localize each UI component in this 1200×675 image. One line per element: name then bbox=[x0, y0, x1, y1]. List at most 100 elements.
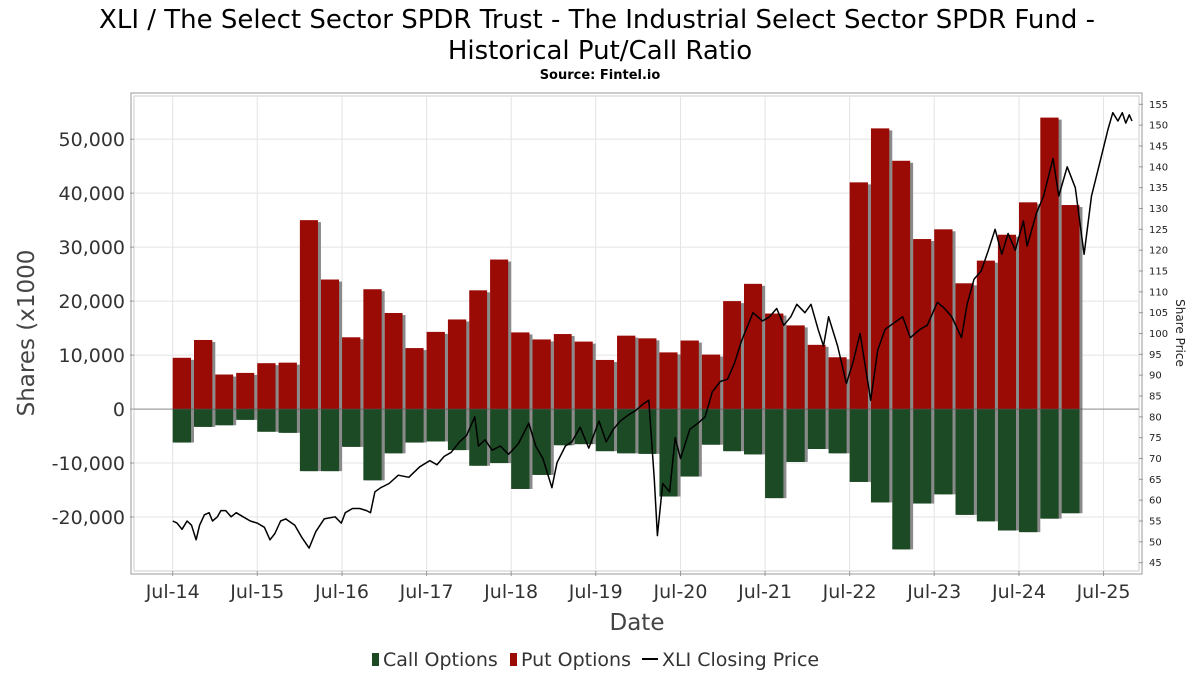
y2-tick-label: 130 bbox=[1149, 204, 1168, 215]
y2-tick-label: 150 bbox=[1149, 121, 1168, 132]
y-tick-label: -10,000 bbox=[52, 453, 125, 475]
y2-tick-label: 70 bbox=[1149, 454, 1162, 465]
put-bar bbox=[743, 283, 763, 410]
put-bar bbox=[765, 313, 784, 410]
y2-tick-label: 155 bbox=[1149, 100, 1168, 111]
call-bar bbox=[405, 409, 424, 443]
put-bar bbox=[807, 344, 826, 410]
y-tick-label: 40,000 bbox=[59, 183, 125, 205]
put-bar bbox=[638, 338, 657, 410]
put-bar bbox=[447, 319, 467, 410]
put-bar bbox=[236, 372, 255, 410]
call-bar bbox=[743, 409, 763, 455]
legend-price-label: XLI Closing Price bbox=[662, 649, 819, 671]
call-bar bbox=[870, 409, 890, 503]
call-bar bbox=[1018, 409, 1038, 533]
call-bar bbox=[363, 409, 382, 481]
put-bar bbox=[723, 301, 741, 410]
put-bar bbox=[1040, 117, 1059, 410]
put-bar bbox=[892, 160, 911, 410]
y2-tick-label: 135 bbox=[1149, 183, 1168, 194]
y2-tick-label: 110 bbox=[1149, 287, 1168, 298]
put-bar bbox=[997, 234, 1016, 410]
x-tick-label: Jul-17 bbox=[399, 581, 454, 603]
y2-tick-label: 65 bbox=[1149, 475, 1162, 486]
chart-title-line1: XLI / The Select Sector SPDR Trust - The… bbox=[99, 5, 1095, 35]
call-bar bbox=[553, 409, 572, 446]
y2-tick-label: 90 bbox=[1149, 371, 1162, 382]
put-bar bbox=[278, 362, 297, 410]
y2-tick-label: 75 bbox=[1149, 433, 1162, 444]
x-tick-label: Jul-15 bbox=[229, 581, 284, 603]
y2-tick-label: 60 bbox=[1149, 496, 1162, 507]
put-bar bbox=[299, 220, 318, 410]
x-tick-label: Jul-18 bbox=[483, 581, 538, 603]
price-series bbox=[172, 111, 1133, 549]
put-bar bbox=[405, 348, 424, 410]
y2-tick-label: 145 bbox=[1149, 142, 1168, 153]
y2-tick-label: 125 bbox=[1149, 225, 1168, 236]
put-bar bbox=[870, 128, 890, 410]
put-bar bbox=[1061, 205, 1080, 410]
put-bar bbox=[595, 359, 615, 410]
put-bar bbox=[786, 325, 805, 410]
call-bar bbox=[172, 409, 192, 443]
y2-tick-label: 100 bbox=[1149, 329, 1168, 340]
put-bar bbox=[701, 354, 721, 410]
x-tick-label: Jul-20 bbox=[653, 581, 708, 603]
put-bar bbox=[215, 374, 234, 410]
call-bar bbox=[955, 409, 974, 515]
call-bar bbox=[849, 409, 868, 482]
put-bar bbox=[553, 334, 572, 410]
put-bar bbox=[172, 357, 192, 410]
put-bar bbox=[659, 352, 678, 410]
call-bar bbox=[976, 409, 995, 522]
x-tick-label: Jul-19 bbox=[568, 581, 623, 603]
put-bar bbox=[1018, 202, 1038, 410]
put-bar bbox=[680, 340, 699, 410]
x-tick-label: Jul-14 bbox=[145, 581, 200, 603]
call-bar bbox=[320, 409, 340, 472]
chart-title-line2: Historical Put/Call Ratio bbox=[448, 36, 752, 66]
call-bar bbox=[723, 409, 741, 452]
call-bar bbox=[892, 409, 911, 550]
call-bar bbox=[659, 409, 678, 497]
call-bar bbox=[511, 409, 530, 489]
x-axis: Jul-14 Jul-15 Jul-16 Jul-17 Jul-18 Jul-19 Jul-… bbox=[145, 571, 1131, 603]
put-bar bbox=[976, 260, 995, 410]
legend-call-swatch bbox=[372, 653, 379, 666]
call-bar bbox=[1061, 409, 1080, 514]
bar-series bbox=[134, 117, 1139, 550]
y2-tick-label: 80 bbox=[1149, 412, 1162, 423]
call-bar bbox=[913, 409, 932, 504]
y2-tick-label: 140 bbox=[1149, 162, 1168, 173]
put-bar bbox=[849, 182, 868, 410]
y2-tick-label: 50 bbox=[1149, 537, 1162, 548]
put-bar bbox=[194, 339, 213, 410]
call-bar bbox=[194, 409, 213, 427]
legend-put-label: Put Options bbox=[521, 649, 631, 671]
y-tick-label: 20,000 bbox=[59, 291, 125, 313]
legend: Call Options Put Options XLI Closing Pri… bbox=[372, 649, 819, 671]
call-bar bbox=[236, 409, 255, 420]
put-bar bbox=[490, 259, 509, 410]
call-bar bbox=[934, 409, 953, 495]
y-tick-label: 30,000 bbox=[59, 237, 125, 259]
call-bar bbox=[595, 409, 615, 452]
call-bar bbox=[828, 409, 847, 454]
y-tick-label: 0 bbox=[113, 399, 125, 421]
y2-tick-label: 115 bbox=[1149, 267, 1168, 278]
y2-tick-label: 55 bbox=[1149, 517, 1162, 528]
put-bar bbox=[363, 289, 382, 410]
put-bar bbox=[426, 331, 445, 410]
y-tick-label: 10,000 bbox=[59, 345, 125, 367]
call-bar bbox=[278, 409, 297, 433]
put-bar bbox=[955, 283, 974, 410]
call-bar bbox=[701, 409, 721, 445]
y2-axis-label: Share Price bbox=[1173, 299, 1187, 367]
call-bar bbox=[765, 409, 784, 499]
call-bar bbox=[638, 409, 657, 454]
y2-axis: 45 50 55 60 65 70 75 80 85 90 95 100 105 110 115 120 125… bbox=[1139, 100, 1168, 569]
call-bar bbox=[1040, 409, 1059, 519]
call-bar bbox=[532, 409, 551, 475]
